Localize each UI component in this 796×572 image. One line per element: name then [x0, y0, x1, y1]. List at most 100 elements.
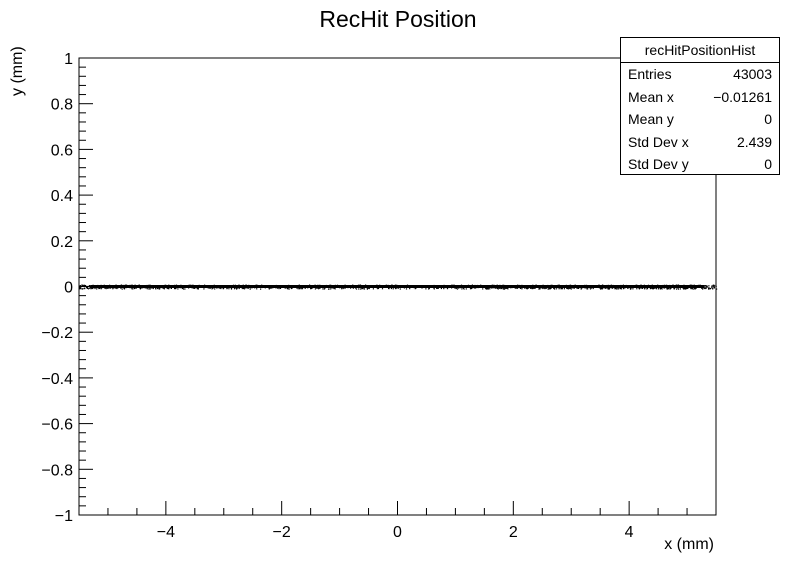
data-point [553, 287, 555, 289]
data-point [644, 288, 646, 290]
data-point [612, 287, 614, 289]
data-point [639, 287, 641, 289]
data-point [310, 288, 312, 290]
data-point [90, 288, 92, 290]
data-point [311, 287, 313, 289]
data-point [297, 288, 299, 290]
data-point [388, 287, 390, 289]
data-point [222, 287, 224, 290]
stats-title: recHitPositionHist [621, 38, 779, 63]
data-point [290, 287, 293, 290]
stats-value: 0 [764, 111, 772, 127]
data-point [486, 287, 488, 289]
data-point [711, 287, 713, 289]
data-point [249, 288, 251, 290]
data-point [80, 288, 82, 290]
data-point [344, 287, 346, 289]
data-point [489, 288, 491, 290]
y-tick-label: 0.6 [51, 142, 73, 159]
data-point [437, 287, 439, 289]
data-point [589, 288, 592, 290]
data-point [711, 286, 713, 288]
data-point [358, 288, 360, 290]
data-point [85, 285, 87, 287]
data-point [399, 288, 401, 290]
data-point [134, 287, 136, 289]
data-point [96, 288, 98, 290]
data-point [146, 288, 148, 290]
data-point [194, 287, 196, 289]
stats-row-stddev-x: Std Dev x 2.439 [621, 131, 779, 154]
data-point [708, 287, 710, 289]
data-point [390, 287, 392, 290]
data-point [301, 288, 303, 290]
data-point [428, 287, 430, 290]
stats-key: Std Dev y [628, 156, 689, 172]
data-point [79, 288, 81, 290]
data-point [104, 287, 106, 289]
y-tick-label: −0.6 [41, 417, 73, 434]
data-point [193, 287, 195, 289]
data-point [183, 288, 185, 290]
data-point [690, 288, 692, 290]
data-point [428, 288, 430, 290]
data-point [79, 285, 81, 287]
data-point [514, 287, 516, 289]
data-point [100, 288, 102, 290]
data-point [573, 287, 575, 289]
data-point [152, 287, 154, 290]
data-point [409, 288, 411, 290]
data-point [81, 284, 83, 286]
data-point [106, 287, 109, 289]
data-point [666, 288, 668, 290]
data-point [184, 288, 186, 290]
data-point [123, 287, 125, 289]
data-point [242, 287, 245, 290]
x-tick-label: 0 [393, 524, 402, 541]
data-point [677, 288, 680, 290]
data-point [116, 287, 118, 290]
data-point [533, 287, 535, 289]
data-point [694, 288, 696, 290]
data-point [139, 287, 141, 289]
data-point [630, 288, 632, 290]
data-point [704, 285, 706, 287]
data-point [462, 287, 464, 289]
data-point [79, 286, 81, 289]
data-point [705, 287, 707, 289]
data-point [570, 288, 572, 290]
stats-value: 2.439 [736, 133, 772, 150]
data-point [618, 288, 620, 290]
data-point [553, 288, 556, 290]
data-point [330, 288, 332, 290]
data-point [405, 288, 408, 290]
data-point [704, 287, 706, 290]
data-point [279, 287, 282, 289]
data-point [304, 287, 306, 289]
data-point [621, 288, 623, 290]
data-point [414, 288, 416, 290]
data-point [363, 288, 366, 290]
data-point [623, 288, 625, 290]
data-point [706, 286, 709, 288]
data-point [211, 288, 213, 290]
data-point [485, 288, 487, 290]
stats-key: Std Dev x [628, 133, 689, 150]
chart-title: RecHit Position [319, 6, 477, 32]
data-point [708, 288, 710, 290]
axis-ticks: −4 −2 0 2 4 −1 −0.8 −0.6 −0.4 −0.2 0 0.2 0.4 0.6 0.8 1 [41, 51, 717, 541]
data-point [94, 287, 96, 290]
y-tick-label: −1 [55, 508, 73, 525]
data-point [525, 287, 527, 289]
data-point [657, 288, 660, 290]
stats-row-mean-y: Mean y 0 [621, 108, 779, 131]
x-axis-label: x (mm) [664, 536, 714, 553]
data-point [461, 288, 463, 290]
y-tick-label: 0.2 [51, 234, 73, 251]
data-point [578, 287, 580, 289]
y-tick-label: 0.8 [51, 97, 73, 114]
data-point [216, 287, 218, 289]
data-point [716, 288, 718, 290]
y-tick-label: 1 [64, 51, 73, 68]
data-point [652, 288, 654, 290]
